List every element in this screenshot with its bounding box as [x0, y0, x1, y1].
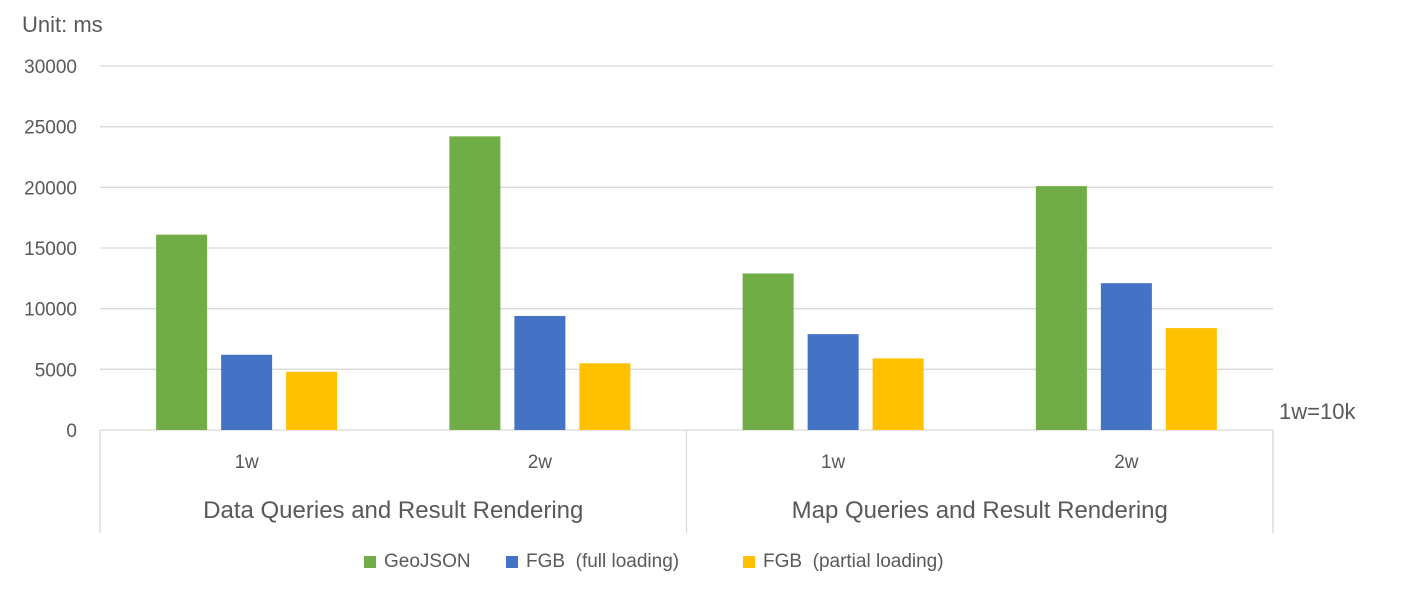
unit-label: Unit: ms: [22, 12, 103, 37]
legend-item: FGB (partial loading): [743, 551, 944, 573]
y-tick-label: 25000: [24, 118, 77, 139]
legend-swatch: [743, 556, 755, 568]
x-tick-label: 1w: [234, 452, 259, 473]
bar: [1100, 283, 1152, 430]
bar: [1165, 328, 1217, 430]
y-tick-label: 5000: [35, 360, 77, 381]
legend-swatch: [364, 556, 376, 568]
bar: [742, 273, 794, 430]
legend-label: FGB (partial loading): [763, 551, 944, 572]
bar: [221, 354, 273, 430]
bar: [1035, 186, 1087, 430]
x-tick-label: 1w: [821, 452, 846, 473]
x-tick-label: 2w: [528, 452, 553, 473]
legend-label: FGB (full loading): [526, 551, 680, 572]
group-label: Map Queries and Result Rendering: [792, 497, 1168, 524]
group-label: Data Queries and Result Rendering: [203, 497, 583, 524]
y-tick-label: 0: [66, 421, 77, 442]
bar: [579, 363, 631, 430]
legend-item: FGB (full loading): [506, 551, 679, 573]
bar: [514, 315, 566, 430]
bar: [156, 234, 208, 430]
y-tick-label: 20000: [24, 178, 77, 199]
bar: [449, 136, 501, 430]
y-tick-label: 15000: [24, 239, 77, 260]
unit-note: 1w=10k: [1279, 399, 1356, 424]
y-tick-label: 10000: [24, 300, 77, 321]
x-tick-label: 2w: [1114, 452, 1139, 473]
legend-item: GeoJSON: [364, 551, 471, 573]
bar: [286, 371, 338, 430]
legend-swatch: [506, 556, 518, 568]
legend-label: GeoJSON: [384, 551, 471, 572]
y-tick-label: 30000: [24, 57, 77, 78]
bar: [872, 358, 924, 430]
bar: [807, 334, 859, 430]
legend: GeoJSON FGB (full loading) FGB (partial lo…: [0, 551, 1402, 579]
